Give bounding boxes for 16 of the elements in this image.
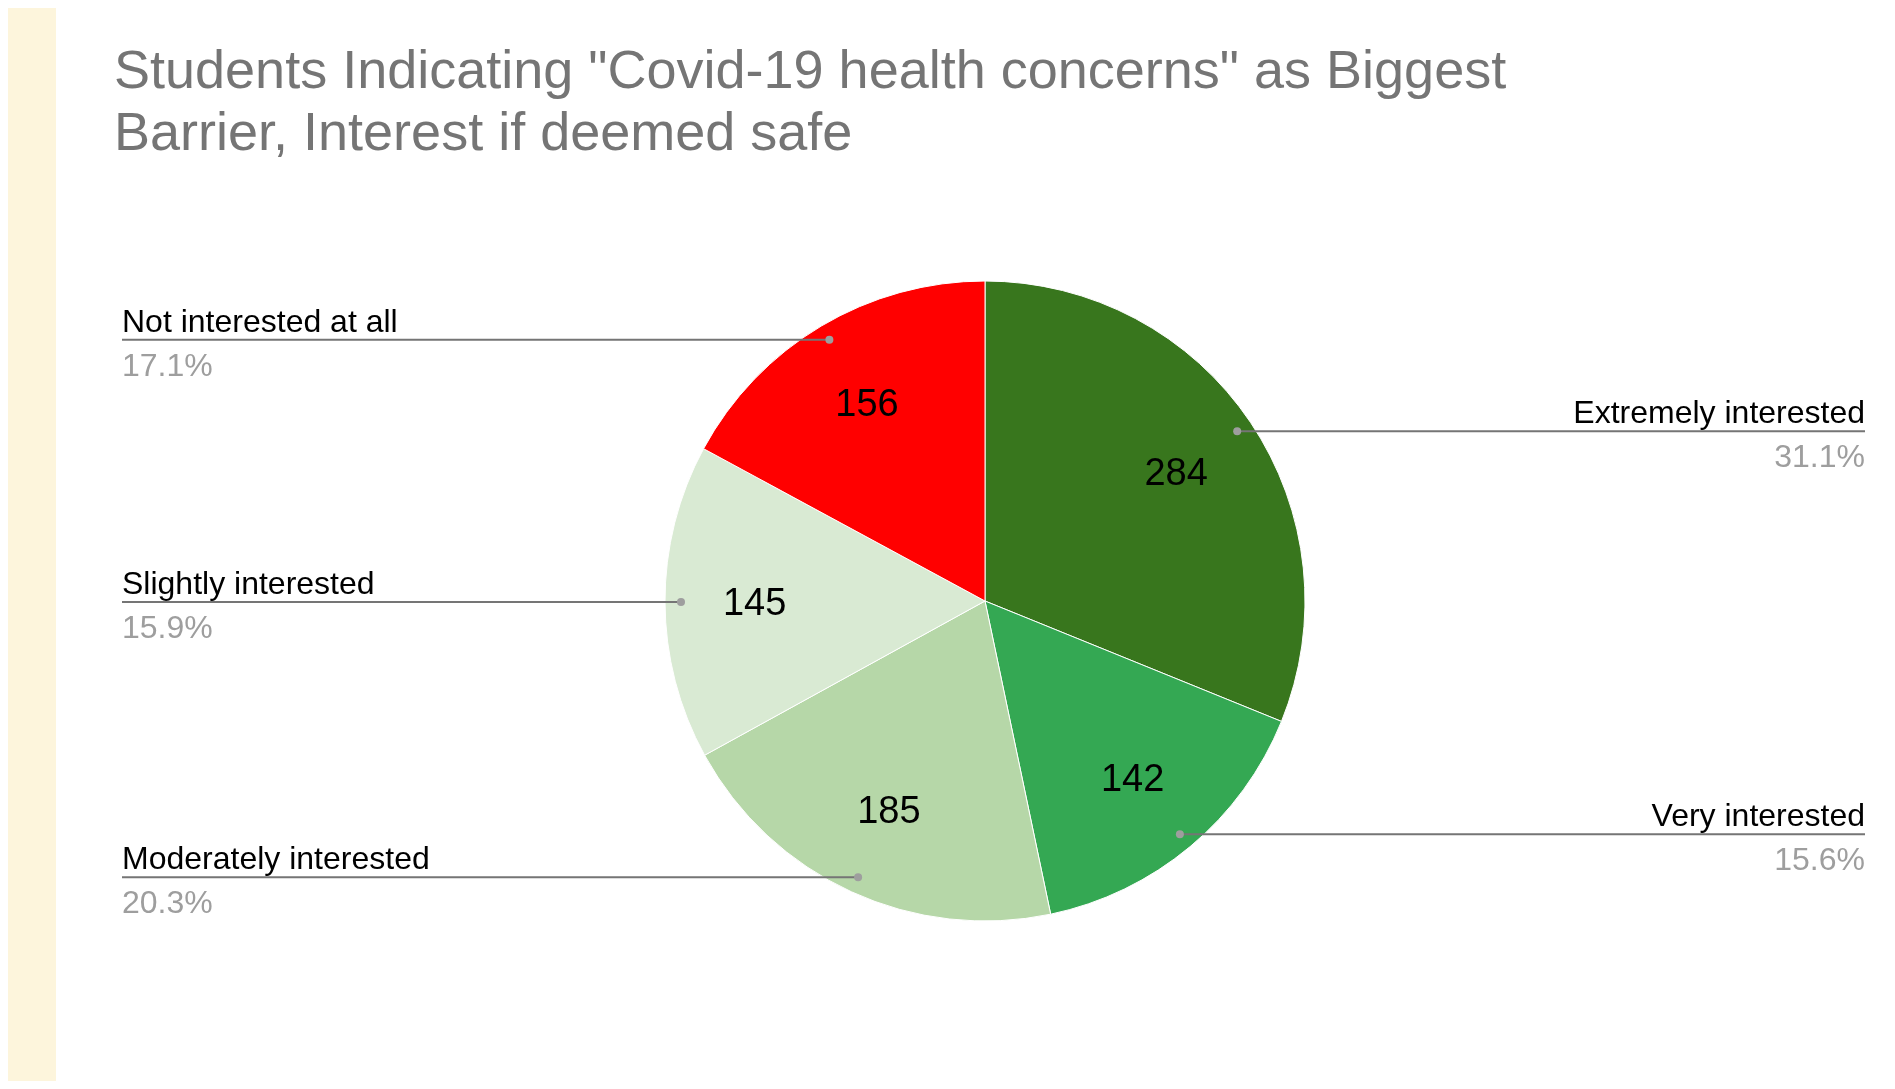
data-label: 156 <box>835 382 899 425</box>
text: 17.1% <box>122 346 213 383</box>
data-label: 145 <box>722 580 787 623</box>
text: 20.3% <box>122 884 213 921</box>
slice-label: Moderately interested <box>122 840 430 877</box>
text: 31.1% <box>1774 438 1865 475</box>
data-label: 142 <box>1100 756 1165 799</box>
chart-title: Students Indicating "Covid-19 health concerns" as Biggest Barrier, Interest if deemed safe <box>114 39 1507 161</box>
slice-label: Extremely interested <box>1573 394 1865 431</box>
data-label: 284 <box>1144 451 1208 494</box>
text: 15.6% <box>1774 841 1865 878</box>
slice-label: Slightly interested <box>122 565 375 602</box>
slice-label: Not interested at all <box>122 302 398 339</box>
slice-label: Very interested <box>1651 797 1865 834</box>
text: 15.9% <box>122 609 213 646</box>
data-label: 185 <box>857 789 921 832</box>
